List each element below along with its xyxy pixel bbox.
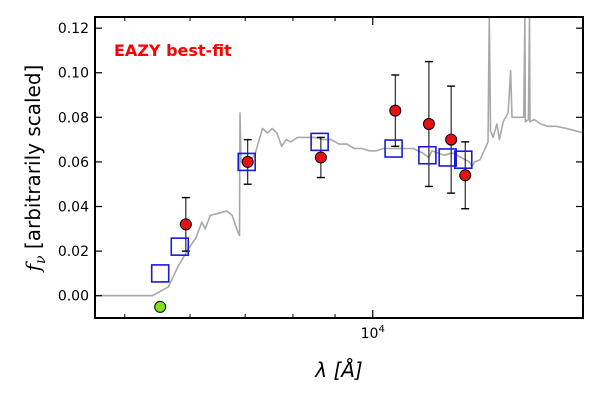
model-photometry-box-5 bbox=[418, 145, 437, 165]
y-axis-label: fν [arbitrarily scaled] bbox=[21, 65, 49, 274]
observed-point-1 bbox=[179, 218, 192, 231]
x-tick-label: 104 bbox=[361, 324, 385, 342]
observed-point-6 bbox=[445, 133, 458, 146]
observed-point-7 bbox=[459, 169, 472, 182]
template-spectrum-line bbox=[95, 17, 583, 297]
model-photometry-box-3 bbox=[310, 132, 329, 152]
model-photometry-box-0 bbox=[150, 264, 170, 283]
y-tick-label: 0.04 bbox=[58, 200, 89, 216]
y-tick-label: 0.02 bbox=[58, 244, 89, 260]
svg-text:fν [arbitrarily scaled]: fν [arbitrarily scaled] bbox=[21, 65, 49, 274]
observed-point-2 bbox=[241, 155, 254, 168]
model-photometry-box-1 bbox=[170, 237, 190, 256]
y-tick-label: 0.06 bbox=[58, 155, 89, 171]
model-box-layer bbox=[150, 132, 473, 283]
y-tick-label: 0.10 bbox=[58, 66, 89, 82]
tick-layer: 0.00 0.02 0.04 0.06 0.08 0.10 0.12 104 bbox=[58, 17, 583, 342]
model-photometry-box-2 bbox=[237, 152, 257, 172]
model-photometry-box-6 bbox=[438, 148, 457, 167]
model-photometry-box-4 bbox=[384, 139, 403, 158]
model-photometry-box-7 bbox=[453, 150, 473, 169]
observed-point-3 bbox=[314, 151, 327, 164]
y-tick-label: 0.12 bbox=[58, 21, 89, 37]
x-axis-label: λ [Å] bbox=[314, 358, 362, 382]
plot-frame bbox=[94, 16, 584, 319]
upper-limit-point bbox=[154, 300, 167, 313]
template-layer bbox=[95, 17, 583, 297]
annotation-label: EAZY best-fit bbox=[114, 41, 232, 60]
y-tick-label: 0.00 bbox=[58, 289, 89, 305]
y-tick-label: 0.08 bbox=[58, 110, 89, 126]
observed-point-4 bbox=[389, 104, 402, 117]
observed-point-layer bbox=[154, 104, 472, 313]
observed-point-5 bbox=[422, 118, 435, 131]
